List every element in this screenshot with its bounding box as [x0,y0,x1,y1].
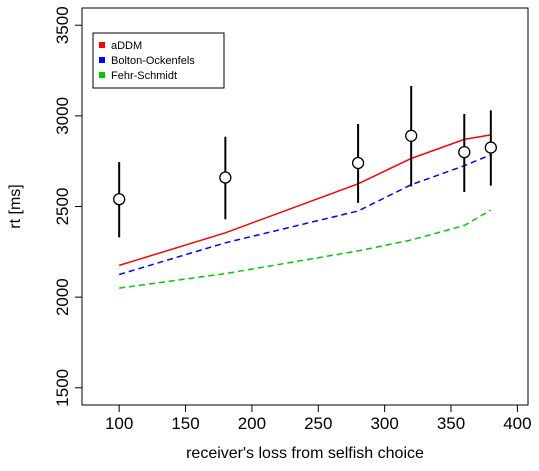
x-tick-label: 400 [503,414,531,433]
legend-label: Bolton-Ockenfels [111,55,195,67]
x-tick-label: 300 [370,414,398,433]
legend-label: aDDM [111,40,142,52]
x-tick-label: 250 [304,414,332,433]
observed-data [113,85,497,238]
y-tick-label: 3000 [53,97,72,135]
data-point [351,156,365,170]
y-tick-label: 3500 [53,6,72,44]
y-tick-label: 2500 [53,188,72,226]
x-tick-label: 150 [171,414,199,433]
legend-box [92,32,225,89]
series-line-bolton-ockenfels [118,154,492,276]
legend-swatch [99,42,105,48]
series-line-addm [118,134,491,267]
legend-swatch [99,72,105,78]
series-line-fehr-schmidt [119,209,492,289]
data-point [458,145,471,159]
legend-swatch [99,57,105,63]
y-tick-label: 2000 [53,278,72,316]
x-axis-title: receiver's loss from selfish choice [186,445,424,462]
data-point [219,171,232,184]
x-tick-label: 200 [238,414,266,433]
data-point [113,193,126,206]
y-tick-label: 1500 [53,369,72,407]
x-tick-label: 350 [437,414,465,433]
x-tick-label: 100 [105,414,133,433]
y-axis-title: rt [ms] [7,184,24,228]
model-series [118,134,492,289]
legend-label: Fehr-Schmidt [111,70,177,82]
legend: aDDM Bolton-Ockenfels Fehr-Schmidt [92,32,225,89]
data-point [405,129,418,142]
axes: 100 150 200 250 300 350 400 1500 2000 2500 3000 350… [53,6,532,433]
data-point [484,141,497,154]
